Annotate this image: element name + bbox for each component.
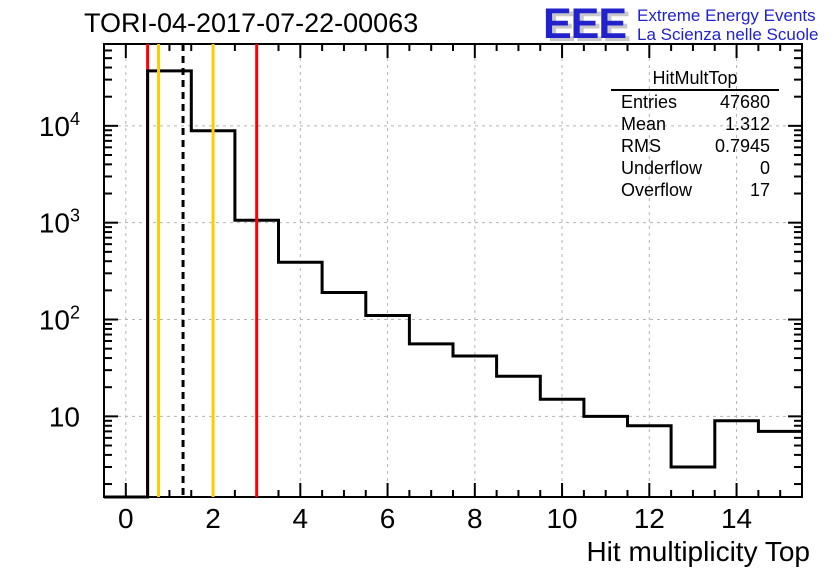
eee-logo-letters: EEE bbox=[543, 0, 627, 48]
stat-label: Overflow bbox=[621, 180, 693, 200]
x-tick-label: 0 bbox=[118, 503, 134, 534]
eee-tagline-line1: Extreme Energy Events bbox=[637, 6, 816, 25]
x-tick-label: 4 bbox=[293, 503, 309, 534]
stat-label: Mean bbox=[621, 114, 667, 134]
eee-tagline-line2: La Scienza nelle Scuole bbox=[637, 25, 819, 44]
stat-value: 0.7945 bbox=[714, 136, 770, 156]
eee-logo-tagline: Extreme Energy Events La Scienza nelle S… bbox=[637, 4, 818, 44]
stat-label: RMS bbox=[621, 136, 661, 156]
stats-box: HitMultTop Entries 47680 Mean 1.312 RMS 0.794… bbox=[611, 67, 779, 201]
stats-row-mean: Mean 1.312 bbox=[611, 113, 779, 135]
stat-value: 47680 bbox=[719, 92, 770, 112]
marker-lines bbox=[157, 44, 259, 497]
x-tick-label: 10 bbox=[546, 503, 577, 534]
x-tick-label: 8 bbox=[467, 503, 483, 534]
stat-label: Underflow bbox=[621, 158, 703, 178]
x-tick-label: 6 bbox=[380, 503, 396, 534]
y-tick-labels: 10 102 103 104 bbox=[39, 109, 80, 433]
stat-value: 17 bbox=[749, 180, 770, 200]
x-axis-title: Hit multiplicity Top bbox=[586, 536, 810, 567]
x-tick-label: 12 bbox=[634, 503, 665, 534]
stats-row-underflow: Underflow 0 bbox=[611, 157, 779, 179]
y-tick-label: 10 bbox=[49, 401, 80, 432]
histogram-path bbox=[104, 69, 802, 499]
eee-logo: EEE Extreme Energy Events La Scienza nel… bbox=[543, 0, 819, 48]
stats-row-overflow: Overflow 17 bbox=[611, 179, 779, 201]
stats-title: HitMultTop bbox=[611, 67, 779, 91]
stat-value: 1.312 bbox=[724, 114, 770, 134]
y-tick-label: 102 bbox=[39, 303, 80, 336]
stat-label: Entries bbox=[621, 92, 678, 112]
y-tick-label: 104 bbox=[39, 109, 80, 142]
x-tick-labels: 0 2 4 6 8 10 12 14 bbox=[118, 503, 752, 534]
x-tick-label: 14 bbox=[721, 503, 752, 534]
y-tick-label: 103 bbox=[39, 206, 80, 239]
stat-value: 0 bbox=[759, 158, 770, 178]
stats-row-entries: Entries 47680 bbox=[611, 91, 779, 113]
stats-rows: Entries 47680 Mean 1.312 RMS 0.7945 Underflow 0… bbox=[611, 91, 779, 201]
plot-title: TORI-04-2017-07-22-00063 bbox=[84, 8, 419, 38]
x-tick-label: 2 bbox=[205, 503, 221, 534]
stats-row-rms: RMS 0.7945 bbox=[611, 135, 779, 157]
histogram-line bbox=[104, 69, 802, 499]
